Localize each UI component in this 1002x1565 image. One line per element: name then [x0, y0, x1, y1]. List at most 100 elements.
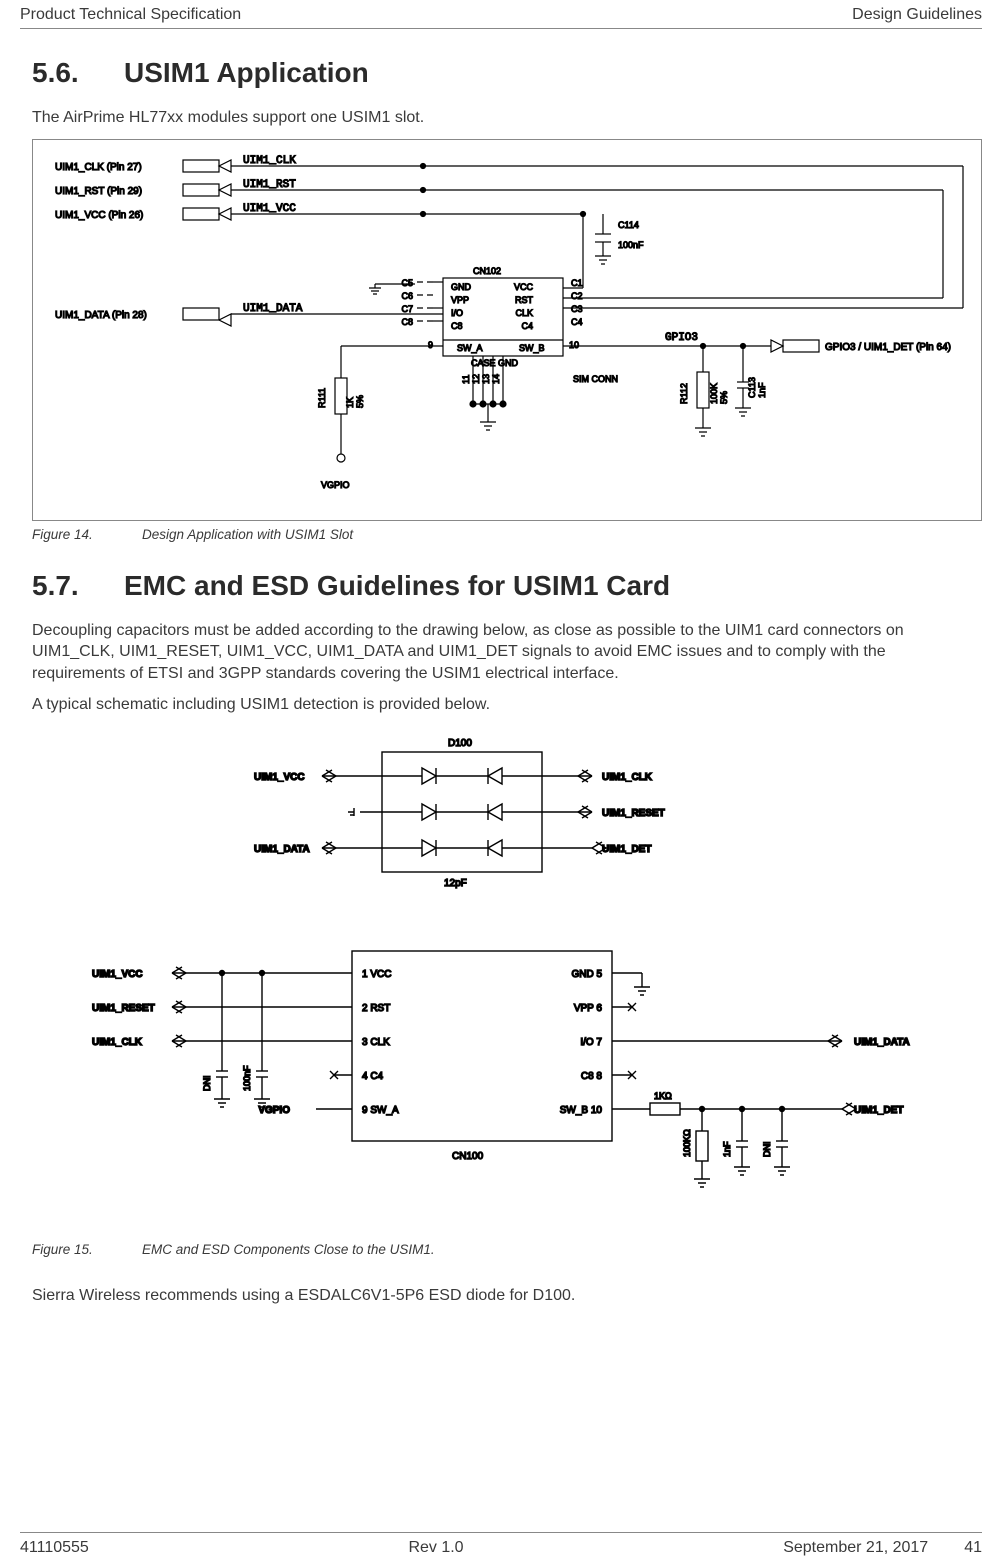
caption-label: Figure 14. — [32, 527, 142, 542]
svg-text:UIM1_CLK: UIM1_CLK — [243, 155, 296, 167]
section-5-6-heading: 5.6.USIM1 Application — [32, 57, 982, 89]
svg-text:SIM CONN: SIM CONN — [573, 374, 618, 384]
svg-text:1KΩ: 1KΩ — [654, 1091, 672, 1101]
figure-15-top: D100 12pF — [32, 726, 982, 931]
figure-15-caption: Figure 15.EMC and ESD Components Close t… — [32, 1242, 982, 1257]
svg-text:1nF: 1nF — [757, 382, 767, 398]
svg-text:C8 8: C8 8 — [581, 1071, 603, 1082]
svg-text:C113: C113 — [747, 377, 757, 398]
svg-text:10: 10 — [569, 340, 579, 350]
figure-15-bottom: CN100 1 VCC 2 RST 3 CLK 4 C4 9 SW_A GND … — [32, 931, 982, 1236]
svg-text:GPIO3: GPIO3 — [665, 332, 698, 344]
svg-text:C4: C4 — [571, 317, 583, 327]
svg-text:DNI: DNI — [762, 1141, 772, 1157]
svg-text:UIM1_CLK: UIM1_CLK — [92, 1037, 143, 1048]
svg-text:100nF: 100nF — [618, 240, 644, 250]
svg-text:VCC: VCC — [514, 282, 534, 292]
svg-text:1 VCC: 1 VCC — [362, 969, 391, 980]
svg-text:UIM1_RESET: UIM1_RESET — [602, 808, 665, 819]
caption-text: EMC and ESD Components Close to the USIM… — [142, 1242, 435, 1257]
svg-text:CN100: CN100 — [452, 1151, 484, 1162]
svg-text:C2: C2 — [571, 291, 583, 301]
section-number: 5.6. — [32, 57, 124, 89]
svg-text:UIM1_RST: UIM1_RST — [243, 179, 296, 191]
svg-text:100KΩ: 100KΩ — [682, 1129, 692, 1157]
section-5-7-heading: 5.7.EMC and ESD Guidelines for USIM1 Car… — [32, 570, 982, 602]
svg-text:9 SW_A: 9 SW_A — [362, 1105, 399, 1116]
footer-rev: Rev 1.0 — [408, 1539, 463, 1557]
page-footer: 41110555 Rev 1.0 September 21, 2017 41 — [20, 1532, 982, 1557]
svg-text:100K: 100K — [709, 383, 719, 404]
svg-text:R112: R112 — [679, 383, 689, 404]
svg-text:UIM1_DET: UIM1_DET — [602, 844, 651, 855]
svg-text:C5: C5 — [401, 278, 413, 288]
svg-text:VGPIO: VGPIO — [258, 1105, 290, 1116]
section-title: EMC and ESD Guidelines for USIM1 Card — [124, 570, 670, 601]
svg-text:VPP 6: VPP 6 — [574, 1003, 603, 1014]
section-5-7-para3: Sierra Wireless recommends using a ESDAL… — [32, 1285, 982, 1307]
svg-text:12: 12 — [471, 374, 481, 384]
svg-text:5%: 5% — [355, 395, 365, 408]
svg-text:GPIO3 / UIM1_DET (Pin 64): GPIO3 / UIM1_DET (Pin 64) — [825, 342, 951, 353]
svg-text:R111: R111 — [317, 387, 327, 407]
svg-text:1K: 1K — [345, 397, 355, 408]
svg-text:GND 5: GND 5 — [571, 969, 602, 980]
figure-14-box: UIM1_CLK (Pin 27) UIM1_RST (Pin 29) UIM1… — [32, 139, 982, 521]
svg-text:C1: C1 — [571, 278, 583, 288]
svg-text:CLK: CLK — [515, 308, 533, 318]
svg-text:GND: GND — [451, 282, 472, 292]
section-5-7-para2: A typical schematic including USIM1 dete… — [32, 694, 982, 716]
figure-15-top-svg: D100 12pF — [32, 726, 972, 926]
figure-14-svg: UIM1_CLK (Pin 27) UIM1_RST (Pin 29) UIM1… — [43, 148, 981, 514]
svg-text:C8: C8 — [401, 317, 413, 327]
page-header: Product Technical Specification Design G… — [20, 0, 982, 29]
svg-text:4 C4: 4 C4 — [362, 1071, 384, 1082]
svg-text:UIM1_CLK (Pin 27): UIM1_CLK (Pin 27) — [55, 162, 142, 173]
svg-text:SW_B 10: SW_B 10 — [560, 1105, 603, 1116]
section-5-7-para1: Decoupling capacitors must be added acco… — [32, 620, 982, 685]
header-right: Design Guidelines — [852, 6, 982, 24]
svg-text:13: 13 — [481, 374, 491, 384]
svg-text:CN102: CN102 — [473, 266, 501, 276]
svg-text:I/O: I/O — [451, 308, 463, 318]
svg-text:9: 9 — [428, 340, 433, 350]
svg-text:C8: C8 — [451, 321, 463, 331]
figure-15-bottom-svg: CN100 1 VCC 2 RST 3 CLK 4 C4 9 SW_A GND … — [32, 931, 972, 1231]
svg-text:DNI: DNI — [202, 1075, 212, 1091]
svg-text:C3: C3 — [571, 304, 583, 314]
svg-text:11: 11 — [461, 374, 471, 383]
svg-text:RST: RST — [515, 295, 534, 305]
svg-text:UIM1_DATA: UIM1_DATA — [854, 1037, 910, 1048]
svg-text:D100: D100 — [448, 738, 472, 749]
svg-text:UIM1_DET: UIM1_DET — [854, 1105, 903, 1116]
caption-label: Figure 15. — [32, 1242, 142, 1257]
svg-text:12pF: 12pF — [444, 878, 467, 889]
svg-text:VPP: VPP — [451, 295, 469, 305]
svg-text:100nF: 100nF — [242, 1065, 252, 1091]
section-5-6-para: The AirPrime HL77xx modules support one … — [32, 107, 982, 129]
svg-text:UIM1_VCC: UIM1_VCC — [243, 203, 296, 215]
svg-text:UIM1_RESET: UIM1_RESET — [92, 1003, 155, 1014]
svg-text:5%: 5% — [719, 391, 729, 404]
svg-text:2 RST: 2 RST — [362, 1003, 390, 1014]
header-left: Product Technical Specification — [20, 6, 241, 24]
footer-page: 41 — [964, 1539, 982, 1557]
svg-text:I/O 7: I/O 7 — [580, 1037, 602, 1048]
section-title: USIM1 Application — [124, 57, 369, 88]
main-content: 5.6.USIM1 Application The AirPrime HL77x… — [20, 57, 982, 1307]
footer-doc: 41110555 — [20, 1539, 89, 1557]
svg-text:UIM1_RST (Pin 29): UIM1_RST (Pin 29) — [55, 186, 142, 197]
svg-text:C114: C114 — [618, 220, 639, 230]
svg-text:1nF: 1nF — [722, 1141, 732, 1157]
svg-text:VGPIO: VGPIO — [321, 480, 350, 490]
svg-text:SW_B: SW_B — [519, 343, 545, 353]
svg-text:SW_A: SW_A — [457, 343, 483, 353]
svg-text:UIM1_DATA: UIM1_DATA — [254, 844, 310, 855]
svg-text:C4: C4 — [521, 321, 533, 331]
figure-14-caption: Figure 14.Design Application with USIM1 … — [32, 527, 982, 542]
section-number: 5.7. — [32, 570, 124, 602]
svg-text:UIM1_CLK: UIM1_CLK — [602, 772, 653, 783]
svg-text:C6: C6 — [401, 291, 413, 301]
caption-text: Design Application with USIM1 Slot — [142, 527, 353, 542]
svg-text:UIM1_VCC: UIM1_VCC — [254, 772, 305, 783]
